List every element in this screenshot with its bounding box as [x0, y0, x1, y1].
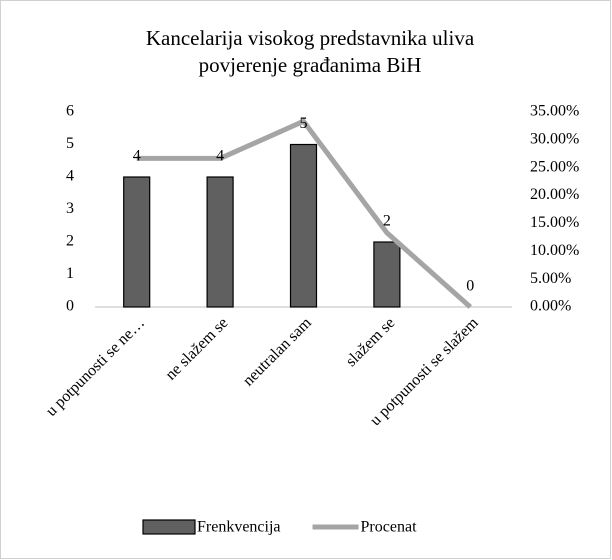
- bar: [206, 176, 234, 308]
- y2-tick-label: 0.00%: [530, 298, 571, 315]
- y2-tick-label: 5.00%: [530, 270, 571, 287]
- y2-tick-label: 20.00%: [530, 186, 579, 203]
- y-tick-label: 6: [66, 103, 74, 120]
- data-label: 0: [466, 278, 474, 295]
- y2-tick-label: 15.00%: [530, 214, 579, 231]
- chart-title: povjerenje građanima BiH: [199, 53, 422, 77]
- y-tick-label: 1: [66, 265, 74, 282]
- y-tick-label: 2: [66, 233, 74, 250]
- bar: [373, 241, 401, 308]
- bar: [289, 143, 318, 308]
- data-label: 4: [216, 148, 224, 165]
- y-tick-label: 0: [66, 298, 74, 315]
- legend-label: Frenkvencija: [197, 519, 281, 536]
- data-label: 4: [133, 148, 141, 165]
- chart-title: Kancelarija visokog predstavnika uliva: [146, 26, 475, 50]
- y2-tick-label: 25.00%: [530, 158, 579, 175]
- y-tick-label: 4: [66, 168, 74, 185]
- line: [136, 118, 472, 309]
- data-label: 2: [383, 213, 391, 230]
- legend-label: Procenat: [361, 519, 418, 536]
- y2-tick-label: 35.00%: [530, 103, 579, 120]
- data-label: 5: [300, 115, 308, 132]
- y-tick-label: 3: [66, 200, 74, 217]
- y2-tick-label: 30.00%: [530, 131, 579, 148]
- legend-swatch: [142, 519, 196, 535]
- y2-tick-label: 10.00%: [530, 242, 579, 259]
- y-tick-label: 5: [66, 135, 74, 152]
- bar: [123, 176, 151, 308]
